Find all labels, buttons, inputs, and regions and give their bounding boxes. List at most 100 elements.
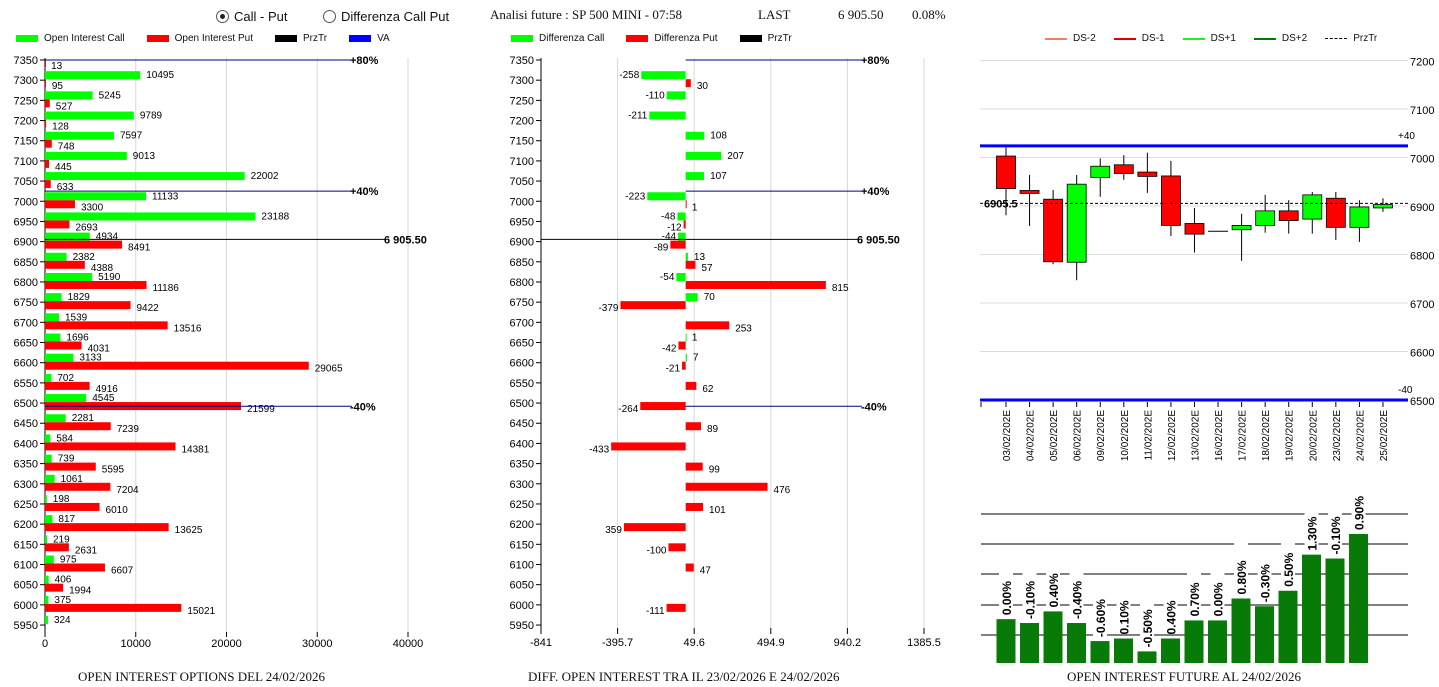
put-diff-label: 815 (832, 283, 849, 294)
call-diff-label: -110 (645, 90, 665, 101)
future-oi-bar (1114, 638, 1133, 663)
call-diff-label: -258 (619, 70, 639, 81)
put-bar (45, 361, 309, 370)
change-label: 1.30% (1306, 516, 1320, 550)
candle-body (1043, 198, 1064, 263)
call-bar (45, 192, 147, 201)
put-diff-bar (682, 361, 686, 370)
put-value-label: 7204 (116, 485, 139, 496)
strike-label: 6500 (14, 398, 38, 410)
date-label: 03/02/202E (1002, 410, 1013, 461)
call-bar (45, 172, 245, 181)
strike-label: 6450 (510, 418, 534, 430)
x-tick-label: 49.6 (683, 637, 704, 649)
strike-label: 6650 (510, 338, 534, 350)
call-value-label: 219 (53, 534, 70, 545)
put-diff-bar (685, 260, 696, 269)
call-diff-label: 13 (694, 252, 706, 263)
put-value-label: 748 (58, 142, 75, 153)
put-bar (45, 180, 51, 189)
strike-label: 7350 (510, 55, 534, 67)
call-value-label: 1539 (65, 312, 88, 323)
candle-body (1373, 204, 1393, 209)
put-value-label: 29065 (315, 364, 343, 375)
strike-label: 6150 (510, 539, 534, 551)
put-value-label: 633 (57, 182, 74, 193)
call-value-label: 10495 (146, 70, 174, 81)
strike-label: 6200 (510, 519, 534, 531)
candle-body (1090, 165, 1111, 178)
call-bar (45, 373, 52, 382)
put-value-label: 8491 (128, 243, 151, 254)
strike-label: 6850 (510, 257, 534, 269)
legend-put: Open Interest Put (146, 33, 253, 44)
label-background (1304, 498, 1319, 551)
put-value-label: 13 (51, 61, 63, 72)
call-bar (45, 616, 48, 625)
radio-label: Call - Put (234, 9, 288, 24)
call-value-label: 584 (56, 433, 73, 444)
call-diff-label: -54 (660, 272, 675, 283)
label-background (1116, 582, 1131, 635)
price-tick-label: 7200 (1410, 57, 1434, 69)
candle-body (1137, 171, 1158, 177)
legend-przTr: PrzTr (275, 33, 327, 44)
price-tick-label: 6500 (1410, 396, 1434, 408)
put-value-label: 6010 (106, 505, 129, 516)
call-diff-bar (677, 212, 686, 221)
put-diff-label: 253 (735, 323, 752, 334)
call-bar (45, 454, 52, 463)
legend-label: Open Interest Put (174, 33, 253, 44)
put-diff-bar (685, 563, 694, 572)
put-diff-bar (620, 301, 686, 310)
put-diff-bar (685, 321, 730, 330)
put-diff-bar (670, 240, 686, 249)
strike-label: 7100 (14, 156, 38, 168)
call-bar (45, 71, 141, 80)
change-label: -0.10% (1329, 516, 1343, 554)
strike-label: 7200 (14, 116, 38, 128)
legend-call: Open Interest Call (16, 33, 125, 44)
call-bar (45, 414, 66, 423)
call-bar (45, 111, 134, 120)
put-bar (45, 220, 70, 229)
label-background (1187, 564, 1201, 617)
call-value-label: 5245 (99, 90, 122, 101)
call-value-label: 2382 (73, 252, 96, 263)
radio-call-put[interactable]: Call - Put (216, 9, 287, 24)
legend-label: Differenza Put (654, 33, 718, 44)
put-diff-bar (668, 543, 686, 552)
put-diff-label: -42 (662, 344, 677, 355)
put-value-label: 14381 (182, 444, 210, 455)
put-value-label: 13625 (175, 525, 203, 536)
call-diff-bar (685, 353, 687, 362)
put-bar (45, 543, 69, 552)
date-label: 18/02/202E (1261, 410, 1272, 461)
strike-label: 7250 (14, 95, 38, 107)
call-diff-label: 1 (692, 333, 698, 344)
price-label: 6905.5 (984, 198, 1018, 210)
strike-label: 6700 (14, 317, 38, 329)
price-tick-label: 6700 (1410, 299, 1434, 311)
put-value-label: 11186 (153, 283, 180, 294)
put-value-label: 5595 (102, 465, 125, 476)
put-diff-label: 476 (774, 485, 791, 496)
change-label: 0.70% (1188, 582, 1202, 616)
strike-label: 6050 (510, 580, 534, 592)
put-diff-bar (640, 402, 686, 411)
change-label: 0.50% (1282, 552, 1296, 586)
strike-label: 7150 (510, 136, 534, 148)
radio-differenza-call-put[interactable]: Differenza Call Put (323, 9, 449, 24)
change-label: -0.10% (1024, 581, 1038, 619)
put-diff-label: 101 (709, 505, 726, 516)
put-value-label: 4916 (96, 384, 119, 395)
call-bar (45, 515, 53, 524)
call-value-label: 1696 (66, 333, 89, 344)
strike-label: 7250 (510, 95, 534, 107)
put-diff-label: 62 (702, 384, 714, 395)
chart-title-oi: OPEN INTEREST OPTIONS DEL 24/02/2026 (78, 669, 325, 684)
future-oi-bar (1161, 638, 1180, 663)
strike-label: 6400 (14, 438, 38, 450)
call-diff-bar (685, 293, 698, 302)
call-diff-label: -211 (628, 111, 648, 122)
